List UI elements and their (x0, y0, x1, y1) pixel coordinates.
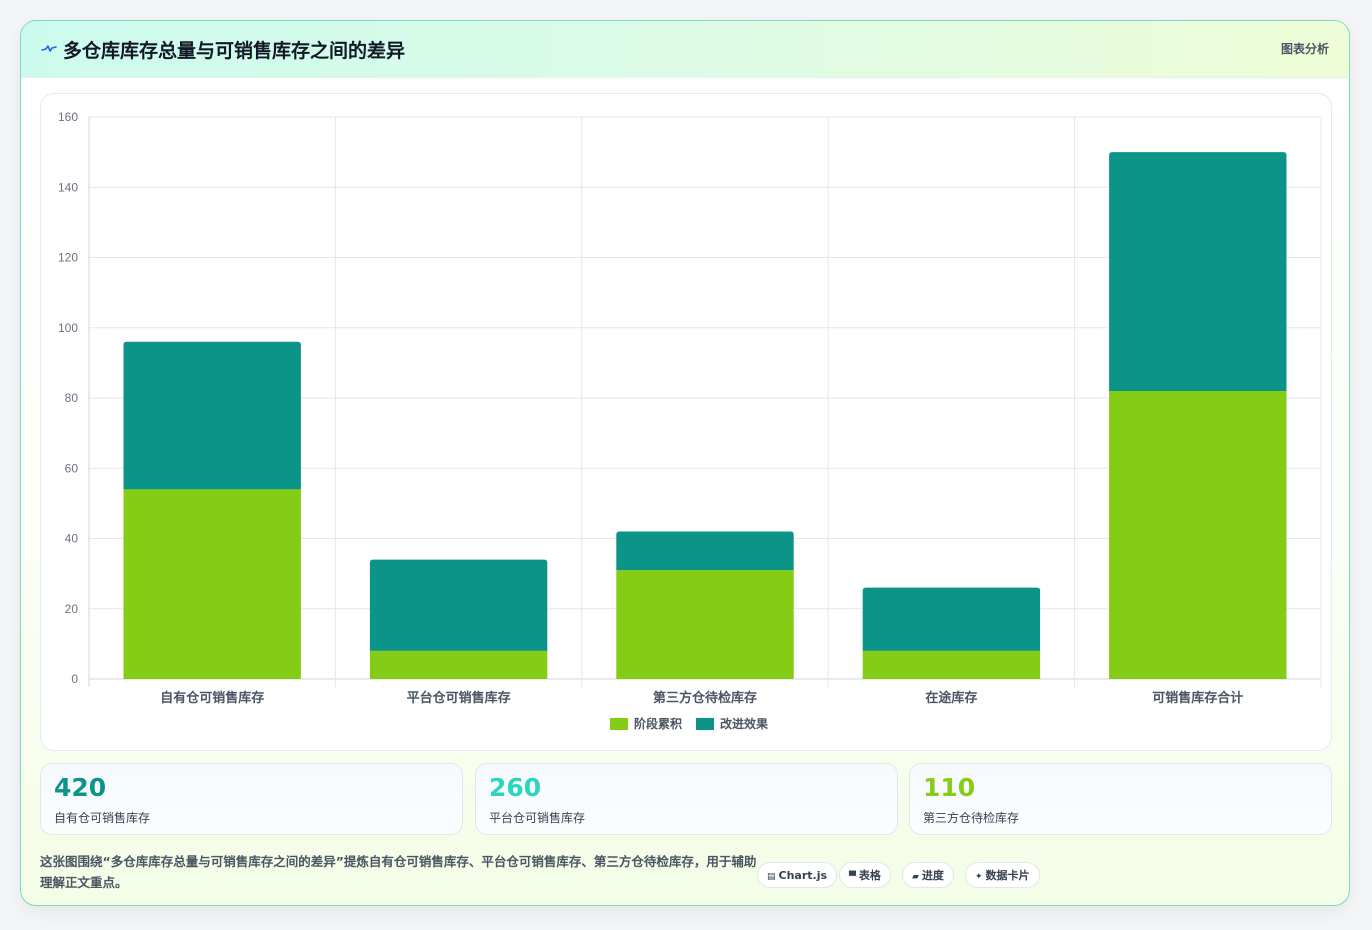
bar-segment (616, 531, 794, 571)
chip-table[interactable]: ▀ 表格 (839, 862, 891, 888)
card-header: 多仓库库存总量与可销售库存之间的差异 图表分析 (21, 21, 1349, 78)
bar-segment (369, 559, 548, 651)
x-tick-label: 在途库存 (925, 690, 977, 706)
y-tick-label: 60 (65, 461, 79, 475)
table-icon: ▀ (849, 872, 856, 882)
chip-label: Chart.js (778, 869, 828, 882)
legend-swatch (610, 718, 628, 730)
header-tag: 图表分析 (1280, 42, 1329, 56)
chart-panel: 0 20 40 60 80 100 120 140 160 自有仓可销售库存 平台仓可销售库存 第三方… (40, 93, 1332, 751)
y-tick-label: 100 (58, 321, 78, 335)
pulse-line-icon (41, 45, 57, 52)
bar-segment (369, 650, 548, 679)
chip-data-card[interactable]: ✦ 数据卡片 (965, 862, 1040, 888)
chip-label: 表格 (858, 869, 881, 882)
y-tick-label: 120 (58, 251, 78, 265)
chart-icon: ▤ (767, 872, 776, 882)
bar-segment (123, 489, 301, 679)
stat-value: 110 (923, 773, 976, 802)
legend-label: 阶段累积 (634, 716, 682, 731)
progress-icon: ▰ (912, 872, 919, 882)
y-tick-label: 160 (58, 110, 78, 124)
stat-card-1: 420 自有仓可销售库存 (40, 763, 463, 835)
x-tick-label: 平台仓可销售库存 (407, 690, 511, 706)
stat-label: 平台仓可销售库存 (489, 811, 586, 825)
chart-card: 多仓库库存总量与可销售库存之间的差异 图表分析 0 20 40 60 80 100 120 1… (20, 20, 1350, 906)
chart-description: 这张图围绕“多仓库库存总量与可销售库存之间的差异”提炼自有仓可销售库存、平台仓可… (40, 854, 757, 890)
stacked-bar-chart: 0 20 40 60 80 100 120 140 160 自有仓可销售库存 平台仓可销售库存 第三方… (58, 110, 1322, 731)
y-tick-label: 20 (65, 602, 79, 616)
bar-segment (616, 570, 794, 679)
chip-label: 进度 (921, 869, 944, 882)
stat-card-3: 110 第三方仓待检库存 (909, 763, 1332, 835)
legend-label: 改进效果 (720, 716, 768, 731)
x-tick-label: 自有仓可销售库存 (160, 690, 264, 706)
y-tick-label: 40 (65, 532, 79, 546)
stat-value: 260 (489, 773, 542, 802)
legend-swatch (696, 718, 714, 730)
bar-segment (1109, 390, 1287, 679)
stat-card-2: 260 平台仓可销售库存 (475, 763, 898, 835)
stat-label: 第三方仓待检库存 (923, 811, 1020, 825)
bar-segment (1109, 152, 1287, 391)
page-title: 多仓库库存总量与可销售库存之间的差异 (63, 40, 406, 62)
stat-label: 自有仓可销售库存 (54, 811, 151, 825)
chip-progress[interactable]: ▰ 进度 (902, 862, 954, 888)
bar-segment (862, 587, 1041, 651)
bar-segment (123, 341, 301, 490)
bar-segment (862, 650, 1041, 679)
y-tick-label: 140 (58, 180, 78, 194)
stat-value: 420 (54, 773, 107, 802)
y-tick-label: 0 (71, 672, 78, 686)
sparkle-icon: ✦ (975, 872, 983, 882)
x-tick-label: 可销售库存合计 (1152, 690, 1243, 706)
x-tick-label: 第三方仓待检库存 (653, 690, 757, 706)
y-tick-label: 80 (65, 391, 79, 405)
chip-chartjs[interactable]: ▤ Chart.js (757, 862, 838, 888)
chip-label: 数据卡片 (985, 869, 1030, 882)
